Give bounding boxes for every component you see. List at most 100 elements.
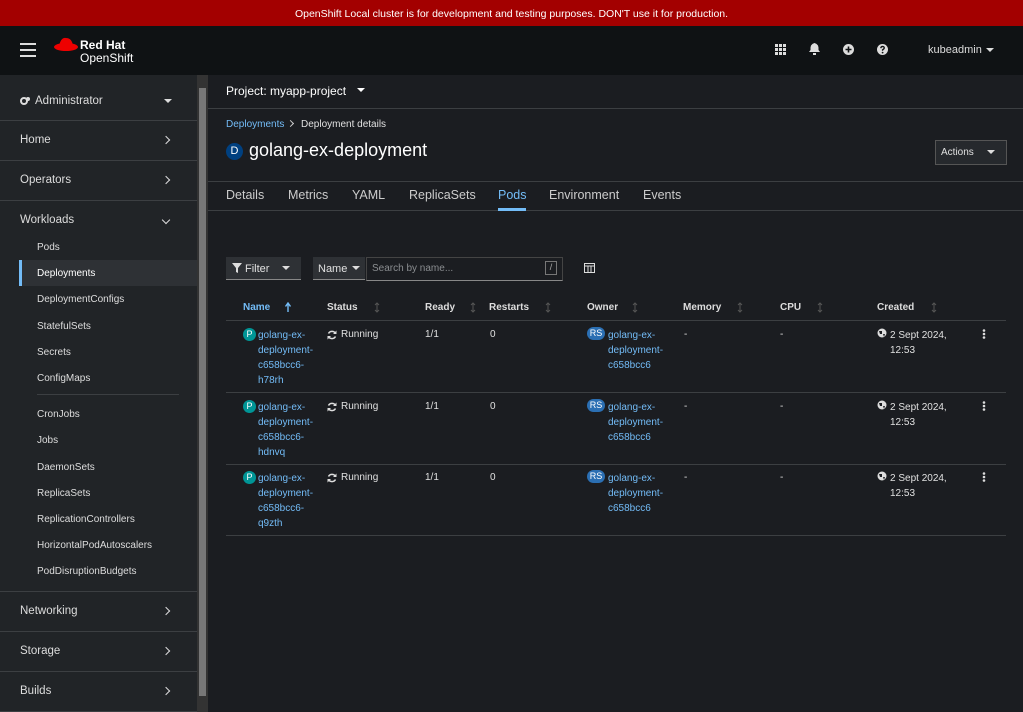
nav-active-bg (19, 260, 197, 287)
nav-section[interactable]: Networking (20, 604, 78, 617)
pod-badge: P (243, 399, 256, 413)
breadcrumb-current: Deployment details (301, 119, 387, 130)
tab[interactable]: Pods (498, 188, 527, 202)
user-menu[interactable]: kubeadmin (928, 44, 982, 56)
name-select[interactable] (313, 257, 365, 280)
pod-cpu: - (780, 329, 784, 340)
column-header[interactable]: Name (243, 302, 271, 313)
column-header[interactable]: Status (327, 302, 358, 313)
column-header[interactable]: CPU (780, 302, 802, 313)
pod-ready: 1/1 (425, 472, 439, 484)
sort-icon (737, 302, 743, 313)
name-select-label: Name (318, 263, 348, 275)
nav-divider (0, 710, 197, 712)
owner-link[interactable]: golang-ex-deployment-c658bcc6 (608, 473, 664, 515)
perspective-caret (164, 99, 172, 103)
globe-icon (877, 471, 887, 481)
pod-ready: 1/1 (425, 329, 439, 340)
kebab-icon (982, 400, 986, 411)
scrollbar-thumb[interactable] (199, 88, 206, 696)
sort-asc-icon (285, 302, 291, 312)
nav-item[interactable]: Secrets (37, 346, 71, 358)
pod-name-link[interactable]: golang-ex-deployment-c658bcc6-h78rh (258, 330, 314, 386)
header-divider (208, 181, 1023, 182)
filter-button[interactable] (226, 257, 301, 280)
tab[interactable]: Environment (549, 188, 620, 202)
owner-badge: RS (587, 470, 605, 484)
tab[interactable]: Metrics (288, 188, 329, 202)
nav-item[interactable]: Pods (37, 242, 60, 253)
actions-button[interactable] (935, 140, 1007, 165)
nav-item[interactable]: Deployments (37, 268, 96, 280)
apps-icon[interactable] (775, 44, 786, 55)
sort-icon (632, 302, 638, 313)
pod-badge: P (243, 471, 256, 485)
pod-name-link[interactable]: golang-ex-deployment-c658bcc6-hdnvq (258, 401, 314, 458)
actions-caret (987, 150, 995, 154)
nav-item[interactable]: StatefulSets (37, 320, 91, 332)
perspective-switcher[interactable]: Administrator (35, 95, 103, 107)
tab[interactable]: ReplicaSets (409, 188, 476, 202)
owner-badge: RS (587, 327, 605, 340)
nav-item[interactable]: ReplicationControllers (37, 514, 135, 525)
tab[interactable]: Details (226, 188, 265, 202)
search-input[interactable] (366, 257, 563, 281)
nav-item[interactable]: DeploymentConfigs (37, 294, 125, 306)
tab[interactable]: Events (643, 188, 682, 202)
brand-line1: Red Hat (80, 38, 126, 52)
breadcrumb-sep (286, 119, 295, 128)
help-icon[interactable] (877, 44, 888, 55)
search-placeholder: Search by name... (372, 263, 454, 274)
menu-toggle[interactable] (20, 42, 38, 58)
nav-item[interactable]: Jobs (37, 435, 59, 447)
nav-item[interactable]: HorizontalPodAutoscalers (37, 540, 153, 552)
user-caret (986, 48, 994, 52)
column-header[interactable]: Memory (683, 302, 722, 313)
nav-section[interactable]: Operators (20, 174, 72, 186)
pod-name-link[interactable]: golang-ex-deployment-c658bcc6-q9zth (258, 473, 314, 530)
sidebar (0, 75, 197, 712)
owner-link[interactable]: golang-ex-deployment-c658bcc6 (608, 401, 664, 443)
project-caret (357, 88, 365, 92)
nav-item[interactable]: PodDisruptionBudgets (37, 566, 137, 578)
nav-section[interactable]: Workloads (20, 214, 75, 226)
column-header[interactable]: Ready (425, 302, 456, 313)
owner-link[interactable]: golang-ex-deployment-c658bcc6 (608, 330, 664, 371)
nav-divider (0, 590, 197, 592)
nav-divider (0, 120, 197, 121)
nav-section[interactable]: Builds (20, 684, 52, 697)
column-header[interactable]: Owner (587, 302, 619, 313)
pod-ready: 1/1 (425, 400, 439, 412)
nav-item[interactable]: CronJobs (37, 409, 80, 421)
row-divider (226, 463, 1006, 465)
add-icon[interactable] (843, 44, 854, 55)
notifications-icon[interactable] (809, 43, 820, 55)
project-selector[interactable]: Project: myapp-project (226, 84, 347, 98)
column-header[interactable]: Restarts (489, 302, 530, 313)
project-bar (208, 75, 1023, 109)
kebab-icon (982, 329, 986, 339)
filter-label: Filter (245, 263, 270, 275)
banner (0, 0, 1023, 26)
nav-active-bar (19, 260, 22, 287)
nav-item[interactable]: ReplicaSets (37, 487, 91, 499)
masthead (0, 26, 1023, 75)
perspective-icon (20, 97, 30, 105)
column-header[interactable]: Created (877, 302, 915, 313)
pod-cpu: - (780, 400, 784, 412)
nav-divider (0, 670, 197, 672)
tab[interactable]: YAML (352, 188, 386, 202)
column-manage-icon[interactable] (584, 263, 595, 273)
search-hint: / (545, 261, 557, 275)
breadcrumb-link[interactable]: Deployments (226, 119, 285, 130)
nav-section[interactable]: Storage (20, 644, 61, 657)
nav-item[interactable]: ConfigMaps (37, 373, 91, 384)
nav-section[interactable]: Home (20, 134, 51, 146)
pod-memory: - (684, 400, 688, 412)
resource-badge: D (226, 143, 243, 160)
nav-item[interactable]: DaemonSets (37, 461, 95, 473)
pod-cpu: - (780, 472, 784, 484)
banner-text: OpenShift Local cluster is for developme… (294, 8, 729, 20)
tab-underline (498, 208, 526, 211)
